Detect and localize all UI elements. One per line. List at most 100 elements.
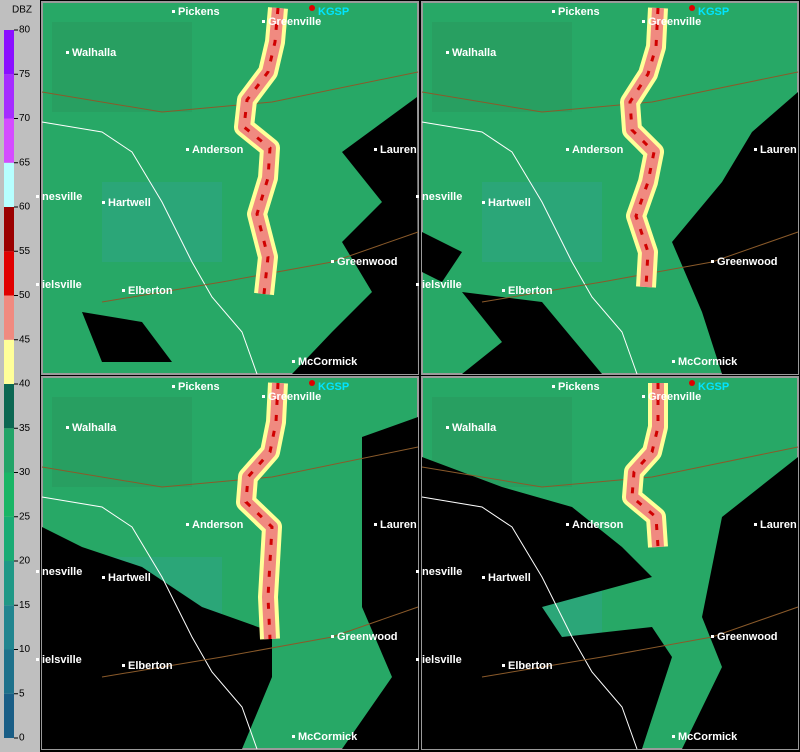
city-marker: [36, 658, 39, 661]
city-marker: [566, 148, 569, 151]
state-border: [41, 496, 258, 750]
city-label: nesville: [42, 566, 82, 578]
city-label: McCormick: [678, 731, 738, 743]
color-segment: [4, 428, 14, 473]
city-marker: [672, 735, 675, 738]
color-segment: [4, 162, 14, 207]
road: [481, 231, 799, 303]
echo-patch: [482, 182, 602, 262]
city-label: Pickens: [178, 381, 220, 393]
city-label: Pickens: [558, 381, 600, 393]
city-marker: [672, 360, 675, 363]
color-segment: [4, 339, 14, 384]
city-marker: [102, 576, 105, 579]
city-marker: [642, 395, 645, 398]
city-label: Elberton: [128, 660, 173, 672]
city-label: Hartwell: [108, 572, 151, 584]
city-marker: [331, 635, 334, 638]
city-marker: [36, 283, 39, 286]
city-label: ielsville: [422, 654, 462, 666]
no-echo: [422, 232, 462, 282]
city-marker: [262, 395, 265, 398]
city-marker: [331, 260, 334, 263]
city-marker: [754, 148, 757, 151]
city-label: Hartwell: [108, 197, 151, 209]
color-segment: [4, 561, 14, 606]
city-marker: [552, 385, 555, 388]
road: [41, 71, 419, 113]
city-label: Pickens: [178, 6, 220, 18]
tick-label: 35: [19, 423, 31, 434]
color-segment: [4, 207, 14, 252]
storm-core: [630, 383, 660, 548]
city-label: Greenville: [268, 391, 321, 403]
city-label: nesville: [422, 566, 462, 578]
city-marker: [446, 426, 449, 429]
no-echo: [42, 527, 272, 749]
tick-label: 20: [19, 556, 31, 567]
city-label: Walhalla: [72, 47, 117, 59]
city-marker: [711, 635, 714, 638]
city-label: Lauren: [760, 519, 797, 531]
city-label: Greenwood: [337, 631, 398, 643]
no-echo: [342, 417, 418, 749]
city-marker: [36, 570, 39, 573]
city-label: ielsville: [42, 279, 82, 291]
city-label: nesville: [42, 191, 82, 203]
road: [481, 606, 799, 678]
city-marker: [416, 658, 419, 661]
city-marker: [416, 283, 419, 286]
legend-title: DBZ: [12, 5, 32, 16]
city-marker: [66, 426, 69, 429]
radar-marker: [689, 380, 695, 386]
city-marker: [416, 570, 419, 573]
radar-site-label: KGSP: [318, 6, 349, 18]
no-echo: [292, 97, 418, 374]
storm-core: [628, 7, 660, 288]
tick-label: 75: [19, 69, 31, 80]
city-label: nesville: [422, 191, 462, 203]
city-marker: [66, 51, 69, 54]
echo-patch: [432, 22, 572, 112]
city-label: Lauren: [380, 144, 417, 156]
city-marker: [502, 289, 505, 292]
echo-patch: [52, 22, 192, 112]
storm-core: [242, 7, 280, 295]
state-border: [421, 121, 638, 375]
road: [101, 231, 419, 303]
color-segment: [4, 295, 14, 340]
city-marker: [552, 10, 555, 13]
city-marker: [446, 51, 449, 54]
city-label: Anderson: [192, 519, 244, 531]
color-segment: [4, 74, 14, 119]
color-segment: [4, 384, 14, 429]
city-marker: [186, 523, 189, 526]
city-marker: [262, 20, 265, 23]
city-marker: [172, 385, 175, 388]
city-label: Greenwood: [337, 256, 398, 268]
tick-label: 40: [19, 379, 31, 390]
echo-patch: [52, 397, 192, 487]
radar-site-label: KGSP: [698, 6, 729, 18]
tick-label: 5: [19, 688, 25, 699]
state-border: [421, 496, 638, 750]
color-segment: [4, 30, 14, 75]
city-label: McCormick: [298, 356, 358, 368]
city-label: Hartwell: [488, 197, 531, 209]
radar-panel: Pickens Greenville Walhalla Anderson Lauren n…: [36, 376, 419, 750]
city-marker: [566, 523, 569, 526]
city-marker: [711, 260, 714, 263]
city-marker: [122, 664, 125, 667]
no-echo: [82, 312, 172, 362]
radar-panel: Pickens Greenville Walhalla Anderson Lauren n…: [416, 1, 799, 375]
no-echo: [682, 457, 798, 749]
city-marker: [374, 523, 377, 526]
tick-label: 65: [19, 157, 31, 168]
city-marker: [502, 664, 505, 667]
echo-patch: [102, 182, 222, 262]
radar-site-label: KGSP: [698, 381, 729, 393]
color-segment: [4, 251, 14, 296]
tick-label: 25: [19, 511, 31, 522]
city-label: McCormick: [678, 356, 738, 368]
